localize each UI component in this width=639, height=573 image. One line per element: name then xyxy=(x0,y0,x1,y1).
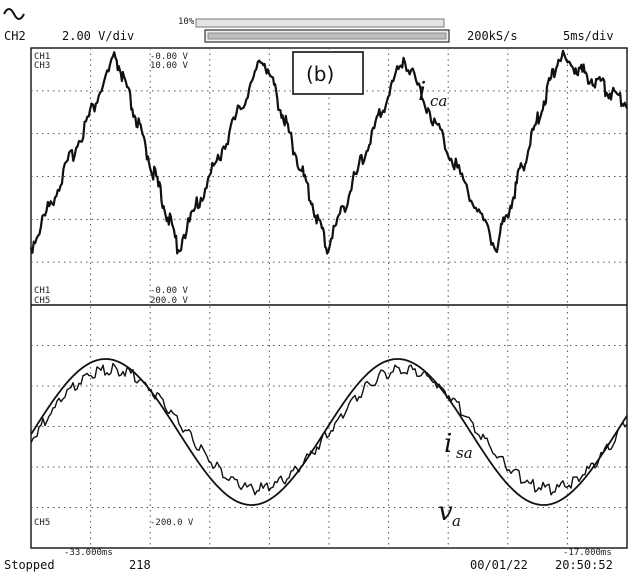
header-bar: CH2 2.00 V/div 10% 200kS/s 5ms/div xyxy=(3,8,614,43)
cursor-left-readout: -33.000ms xyxy=(64,548,113,558)
bottom-readout-ch-2: CH5 xyxy=(34,296,50,306)
cursor-right-readout: -17.000ms xyxy=(563,548,612,558)
bottom-readout-val-1: -0.00 V xyxy=(150,286,189,296)
footer-date: 00/01/22 xyxy=(470,558,528,572)
footer-bar: Stopped 218 00/01/22 20:50:52 xyxy=(4,558,613,572)
top-readout-val-1: -0.00 V xyxy=(150,52,189,62)
status-text: Stopped xyxy=(4,558,55,572)
top-readout-val-2: 10.00 V xyxy=(150,61,189,71)
channel-label: CH2 xyxy=(4,29,26,43)
bottom-readout-val-3: -200.0 V xyxy=(150,518,194,528)
panel-label: (b) xyxy=(306,62,334,86)
record-window-fill xyxy=(207,32,447,40)
top-readout-ch-1: CH1 xyxy=(34,52,50,62)
record-bar-top xyxy=(195,18,445,28)
bottom-readouts: CH1 CH5 -0.00 V 200.0 V CH5 -200.0 V -33… xyxy=(34,286,612,558)
acquisition-count: 218 xyxy=(129,558,151,572)
tilde-icon xyxy=(3,8,25,20)
label-isa-main: i xyxy=(444,429,452,459)
footer-time: 20:50:52 xyxy=(555,558,613,572)
trace-ica xyxy=(29,49,629,255)
timebase: 5ms/div xyxy=(563,29,614,43)
label-va-sub: a xyxy=(452,512,461,530)
label-ica-main: i xyxy=(418,77,426,107)
trace-isa xyxy=(30,362,628,496)
panel-label-box xyxy=(292,51,364,95)
sample-rate: 200kS/s xyxy=(467,29,518,43)
label-ica: i ca xyxy=(418,77,447,110)
label-isa: i sa xyxy=(444,429,473,462)
label-isa-sub: sa xyxy=(456,444,473,462)
bottom-readout-val-2: 200.0 V xyxy=(150,296,189,306)
label-ica-sub: ca xyxy=(430,92,447,110)
scale-readout: 2.00 V/div xyxy=(62,29,134,43)
trace-va xyxy=(30,358,628,506)
bottom-readout-ch-1: CH1 xyxy=(34,286,50,296)
waveform-traces xyxy=(29,49,629,506)
bottom-readout-ch-3: CH5 xyxy=(34,518,50,528)
top-readout-ch-2: CH3 xyxy=(34,61,50,71)
trigger-mark: 10% xyxy=(178,17,195,27)
label-va: v a xyxy=(438,497,461,530)
label-va-main: v xyxy=(438,497,453,527)
top-readouts: CH1 CH3 -0.00 V 10.00 V xyxy=(34,52,189,71)
